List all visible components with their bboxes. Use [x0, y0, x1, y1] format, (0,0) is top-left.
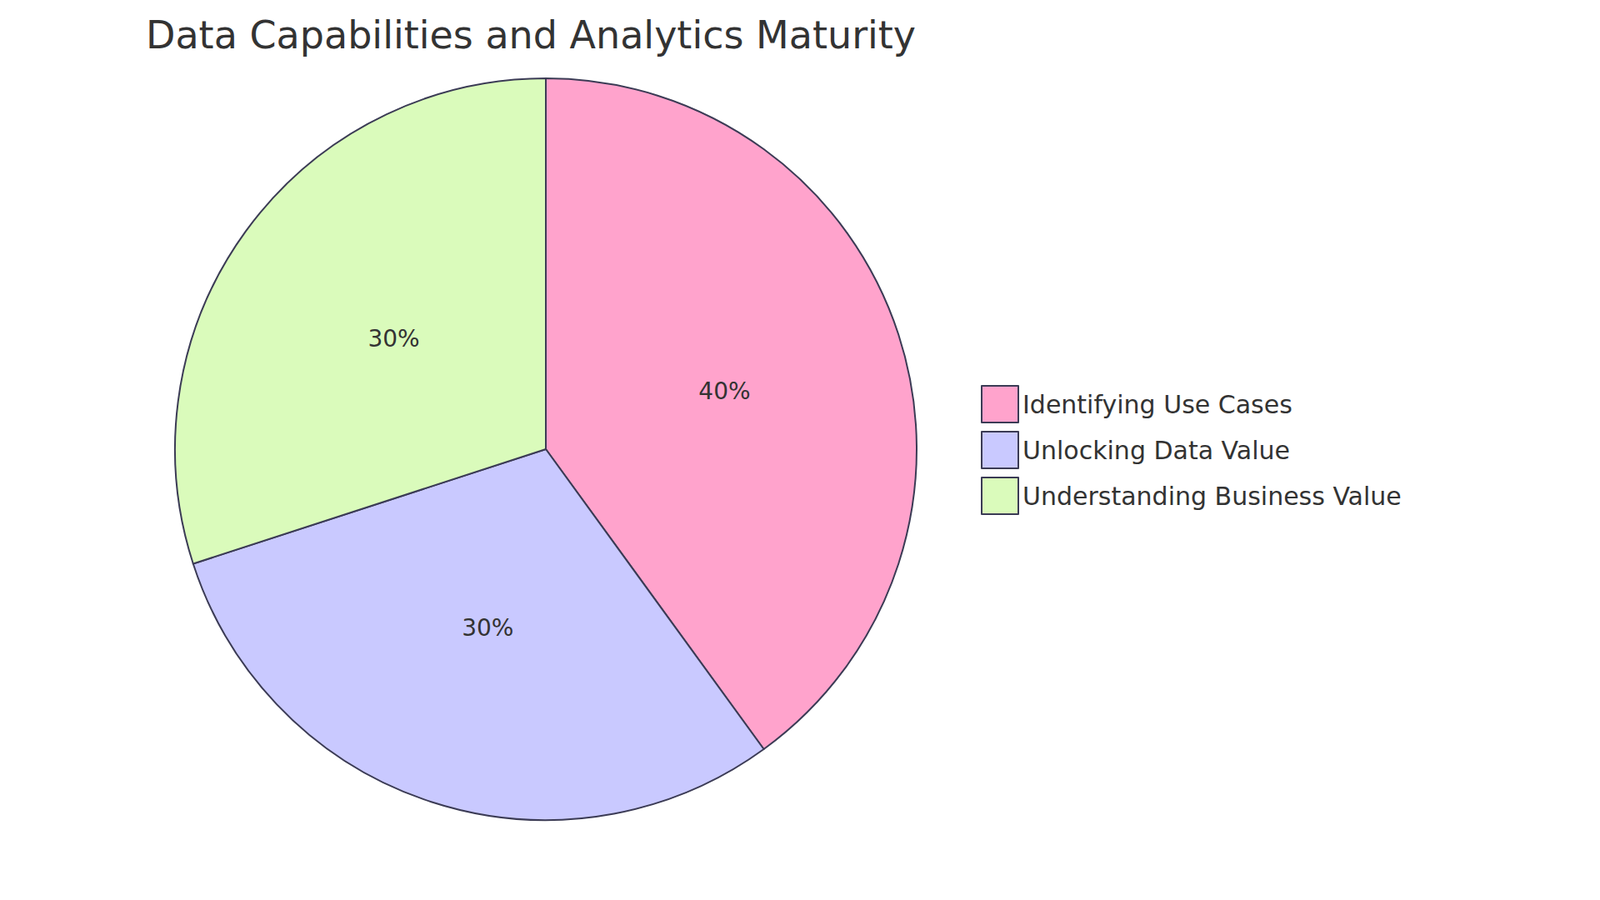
svg-text:Unlocking Data Value: Unlocking Data Value	[1022, 435, 1290, 465]
svg-text:Data Capabilities and Analytic: Data Capabilities and Analytics Maturity	[145, 12, 916, 58]
svg-text:30%: 30%	[461, 614, 514, 642]
svg-text:Identifying Use Cases: Identifying Use Cases	[1022, 390, 1293, 420]
svg-text:40%: 40%	[698, 377, 750, 405]
svg-text:Understanding Business Value: Understanding Business Value	[1022, 481, 1402, 511]
svg-text:30%: 30%	[367, 325, 420, 353]
